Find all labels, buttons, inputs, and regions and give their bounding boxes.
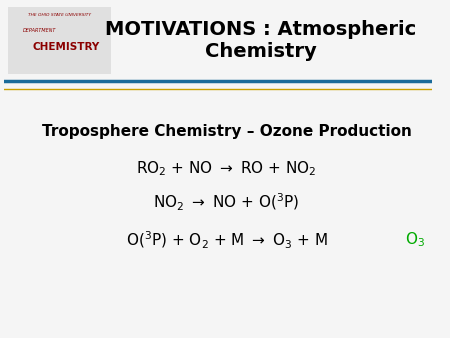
- Text: DEPARTMENT: DEPARTMENT: [23, 28, 57, 33]
- Text: MOTIVATIONS : Atmospheric
Chemistry: MOTIVATIONS : Atmospheric Chemistry: [105, 20, 417, 61]
- Text: THE OHIO STATE UNIVERSITY: THE OHIO STATE UNIVERSITY: [28, 13, 91, 17]
- Text: CHEMISTRY: CHEMISTRY: [32, 42, 99, 52]
- Text: O$_3$: O$_3$: [0, 337, 1, 338]
- Text: O$_3$: O$_3$: [405, 231, 425, 249]
- Text: Troposphere Chemistry – Ozone Production: Troposphere Chemistry – Ozone Production: [42, 124, 412, 139]
- Text: O($^3$P) + O$_2$ + M $\rightarrow$ O$_3$ + M: O($^3$P) + O$_2$ + M $\rightarrow$ O$_3$…: [0, 337, 1, 338]
- Text: O($^3$P) + O$_2$ + M $\rightarrow$: O($^3$P) + O$_2$ + M $\rightarrow$: [0, 337, 1, 338]
- FancyBboxPatch shape: [8, 7, 111, 74]
- Text: O($^3$P) + O$_2$ + M $\rightarrow$: O($^3$P) + O$_2$ + M $\rightarrow$: [0, 337, 1, 338]
- Text: O($^3$P) + O$_2$ + M $\rightarrow$ O$_3$ + M: O($^3$P) + O$_2$ + M $\rightarrow$ O$_3$…: [126, 230, 328, 250]
- Text: RO$_2$ + NO $\rightarrow$ RO + NO$_2$: RO$_2$ + NO $\rightarrow$ RO + NO$_2$: [136, 160, 317, 178]
- Text: NO$_2$ $\rightarrow$ NO + O($^3$P): NO$_2$ $\rightarrow$ NO + O($^3$P): [153, 192, 300, 213]
